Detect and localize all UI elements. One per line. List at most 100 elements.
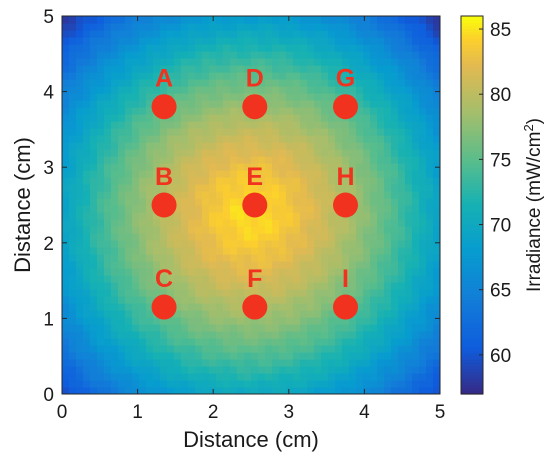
heatmap-cell	[384, 128, 392, 136]
heatmap-cell	[118, 373, 126, 381]
heatmap-cell	[216, 387, 224, 394]
heatmap-cell	[216, 191, 224, 199]
heatmap-cell	[398, 16, 406, 24]
heatmap-cell	[167, 177, 175, 185]
heatmap-cell	[97, 226, 105, 234]
heatmap-cell	[188, 205, 196, 213]
heatmap-cell	[139, 128, 147, 136]
heatmap-cell	[146, 331, 154, 339]
heatmap-cell	[146, 366, 154, 374]
heatmap-cell	[209, 254, 217, 262]
heatmap-cell	[125, 86, 133, 94]
heatmap-cell	[272, 345, 280, 353]
heatmap-cell	[153, 135, 161, 143]
heatmap-cell	[202, 268, 210, 276]
heatmap-cell	[181, 373, 189, 381]
heatmap-cell	[265, 310, 273, 318]
heatmap-cell	[377, 93, 385, 101]
heatmap-cell	[83, 345, 91, 353]
heatmap-cell	[307, 16, 315, 24]
heatmap-cell	[412, 282, 420, 290]
heatmap-cell	[349, 44, 357, 52]
heatmap-cell	[370, 128, 378, 136]
heatmap-cell	[356, 352, 364, 360]
heatmap-cell	[181, 268, 189, 276]
heatmap-cell	[419, 310, 427, 318]
heatmap-cell	[237, 317, 245, 325]
heatmap-cell	[370, 37, 378, 45]
heatmap-cell	[104, 142, 112, 150]
heatmap-cell	[391, 240, 399, 248]
heatmap-cell	[181, 310, 189, 318]
heatmap-cell	[286, 16, 294, 24]
heatmap-cell	[139, 212, 147, 220]
heatmap-cell	[62, 65, 70, 73]
heatmap-cell	[153, 142, 161, 150]
heatmap-cell	[69, 16, 77, 24]
heatmap-cell	[419, 58, 427, 66]
heatmap-cell	[363, 212, 371, 220]
heatmap-cell	[370, 240, 378, 248]
heatmap-cell	[202, 324, 210, 332]
heatmap-cell	[328, 387, 336, 394]
heatmap-cell	[125, 289, 133, 297]
heatmap-cell	[181, 219, 189, 227]
colorbar-band	[461, 142, 483, 146]
heatmap-cell	[132, 128, 140, 136]
colorbar-band	[461, 72, 483, 77]
heatmap-cell	[69, 268, 77, 276]
heatmap-cell	[363, 268, 371, 276]
heatmap-cell	[314, 219, 322, 227]
heatmap-cell	[216, 338, 224, 346]
point-label-a: A	[155, 65, 173, 93]
heatmap-cell	[153, 170, 161, 178]
colorbar-band	[461, 236, 483, 241]
heatmap-cell	[384, 359, 392, 367]
x-axis-title: Distance (cm)	[183, 427, 319, 452]
heatmap-cell	[398, 156, 406, 164]
heatmap-cell	[125, 359, 133, 367]
heatmap-cell	[335, 37, 343, 45]
heatmap-cell	[328, 72, 336, 80]
heatmap-cell	[384, 58, 392, 66]
heatmap-cell	[391, 296, 399, 304]
heatmap-cell	[419, 156, 427, 164]
heatmap-cell	[202, 254, 210, 262]
heatmap-cell	[244, 72, 252, 80]
heatmap-cell	[356, 345, 364, 353]
heatmap-cell	[223, 177, 231, 185]
heatmap-cell	[335, 163, 343, 171]
heatmap-cell	[83, 156, 91, 164]
heatmap-cell	[258, 338, 266, 346]
heatmap-cell	[363, 58, 371, 66]
heatmap-cell	[209, 226, 217, 234]
heatmap-cell	[349, 149, 357, 157]
heatmap-cell	[426, 191, 434, 199]
heatmap-cell	[335, 128, 343, 136]
heatmap-cell	[251, 352, 259, 360]
colorbar-frame	[460, 15, 484, 395]
heatmap-cell	[125, 317, 133, 325]
heatmap-cell	[405, 23, 413, 31]
heatmap-cell	[230, 226, 238, 234]
heatmap-cell	[398, 268, 406, 276]
heatmap-cell	[272, 177, 280, 185]
heatmap-cell	[391, 373, 399, 381]
heatmap-cell	[433, 338, 440, 346]
heatmap-cell	[272, 387, 280, 394]
heatmap-cell	[167, 282, 175, 290]
heatmap-cell	[307, 282, 315, 290]
heatmap-cell	[160, 268, 168, 276]
heatmap-cell	[391, 205, 399, 213]
heatmap-cell	[398, 275, 406, 283]
heatmap-cell	[398, 128, 406, 136]
heatmap-cell	[230, 72, 238, 80]
heatmap-cell	[370, 352, 378, 360]
heatmap-cell	[160, 282, 168, 290]
heatmap-cell	[377, 156, 385, 164]
heatmap-cell	[125, 149, 133, 157]
heatmap-cell	[167, 254, 175, 262]
heatmap-cell	[139, 79, 147, 87]
heatmap-cell	[419, 275, 427, 283]
heatmap-cell	[328, 212, 336, 220]
